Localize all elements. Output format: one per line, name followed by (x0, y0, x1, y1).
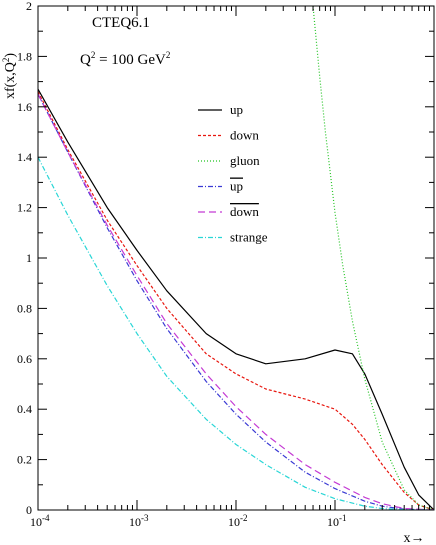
series-line-strange (38, 156, 434, 510)
series-line-anti-up (38, 93, 434, 510)
y-tick-label: 0.8 (17, 301, 32, 315)
y-tick-label: 1.4 (17, 150, 32, 164)
series-line-gluon (312, 6, 434, 510)
x-tick-label: 10-3 (129, 513, 149, 529)
chart-subtitle: Q2 = 100 GeV2 (80, 50, 170, 68)
y-tick-label: 1.2 (17, 201, 32, 215)
y-tick-label: 0.2 (17, 453, 32, 467)
y-tick-label: 0 (26, 503, 32, 517)
x-tick-label: 10-2 (228, 513, 248, 529)
series-line-anti-down (38, 93, 434, 510)
legend-label: strange (230, 230, 268, 245)
y-tick-label: 0.4 (17, 402, 32, 416)
legend-label: down (230, 204, 259, 219)
chart-title: CTEQ6.1 (92, 15, 150, 31)
legend-label: up (230, 179, 243, 194)
series-line-down (38, 91, 434, 510)
y-tick-label: 1.8 (17, 49, 32, 63)
x-tick-label: 10-1 (327, 513, 347, 529)
y-axis-label: xf(x,Q2) (1, 53, 18, 99)
series-line-up (38, 88, 434, 510)
x-tick-label: 10-4 (30, 513, 50, 529)
y-tick-label: 2 (26, 0, 32, 13)
legend-label: down (230, 128, 259, 143)
y-tick-label: 1 (26, 251, 32, 265)
y-tick-label: 0.6 (17, 352, 32, 366)
plot-frame (37, 5, 435, 511)
y-tick-label: 1.6 (17, 100, 32, 114)
legend-label: up (230, 102, 243, 117)
legend-label: gluon (230, 153, 260, 168)
x-axis-label: x→ (404, 531, 425, 545)
